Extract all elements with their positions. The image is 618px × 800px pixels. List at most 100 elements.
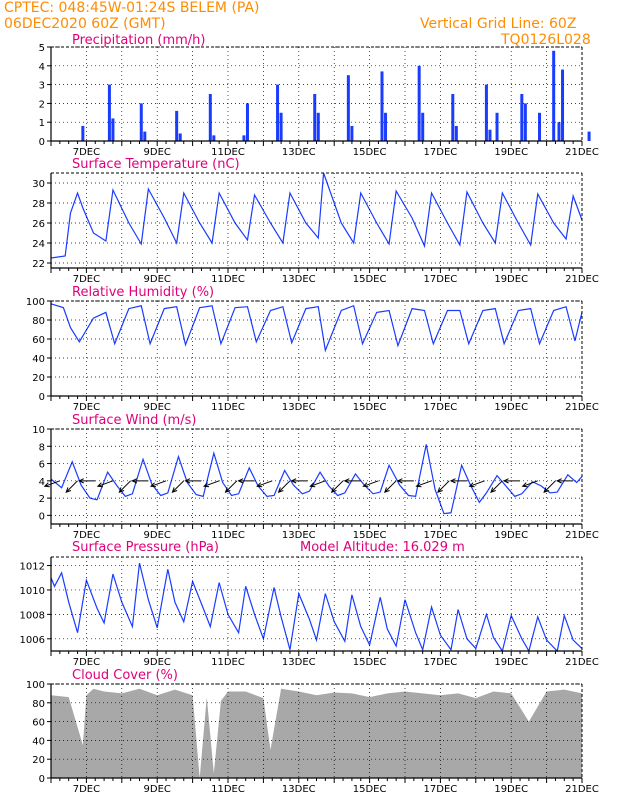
precip-bar xyxy=(279,112,283,141)
wind-arrow xyxy=(172,480,185,493)
rh-ytick-label: 80 xyxy=(32,316,45,327)
precip-bar xyxy=(313,94,317,141)
wind-arrow-head xyxy=(556,478,562,484)
wind-arrow-head xyxy=(131,478,138,484)
temp-line xyxy=(50,172,583,259)
header-code: TQ0126L028 xyxy=(500,32,591,48)
wind-xtick-label: 15DEC xyxy=(353,530,387,541)
wind-arrow-head xyxy=(343,478,350,484)
wind-arrow-head xyxy=(415,482,422,488)
wind-arrow xyxy=(150,480,167,487)
wind-xtick-label: 11DEC xyxy=(211,530,245,541)
wind-arrow xyxy=(278,480,291,493)
header-location: CPTEC: 048:45W-01:24S BELEM (PA) xyxy=(4,0,260,16)
wind-arrow xyxy=(384,480,397,493)
precip-bar xyxy=(538,112,542,141)
wind-arrow-head xyxy=(502,478,509,484)
temp-xtick-label: 19DEC xyxy=(494,274,528,285)
precip-bar xyxy=(212,135,216,141)
wind-arrow-head xyxy=(490,487,496,493)
precip-bar xyxy=(495,112,499,141)
precip-xtick-label: 19DEC xyxy=(494,147,528,158)
precip-bar xyxy=(111,118,115,141)
precip-bar xyxy=(143,131,147,141)
temp-ytick-label: 22 xyxy=(32,259,45,270)
pres-xtick-label: 11DEC xyxy=(211,657,245,668)
temp-xtick-label: 17DEC xyxy=(424,274,458,285)
wind-arrow-head xyxy=(468,482,475,488)
precip-bar xyxy=(484,84,488,141)
precip-bar xyxy=(139,103,143,141)
wind-ytick-label: 2 xyxy=(39,494,45,505)
precip-ytick-label: 3 xyxy=(39,81,45,92)
precip-bar xyxy=(242,135,246,141)
precip-ytick-label: 1 xyxy=(39,118,45,129)
cloud-ytick-label: 40 xyxy=(32,736,45,747)
title-pressure: Surface Pressure (hPa) xyxy=(72,540,219,555)
wind-arrow-head xyxy=(118,487,125,493)
wind-arrow xyxy=(203,480,220,487)
temp-xtick-label: 9DEC xyxy=(144,274,171,285)
wind-arrow xyxy=(437,480,450,493)
precip-ytick-label: 0 xyxy=(39,137,45,148)
cloud-ytick-label: 100 xyxy=(26,680,45,691)
wind-arrow xyxy=(118,480,132,493)
wind-ytick-label: 6 xyxy=(39,460,45,471)
wind-ytick-label: 4 xyxy=(39,477,45,488)
temp-xtick-label: 7DEC xyxy=(73,274,100,285)
cloud-ytick-label: 20 xyxy=(32,755,45,766)
temp-panel: 22 24 26 28 30 7DEC 9DEC 11DEC 13DEC 15DEC 17DEC 19… xyxy=(32,172,599,285)
wind-arrow xyxy=(65,480,78,493)
precip-bar xyxy=(421,112,425,141)
wind-arrow xyxy=(469,480,485,487)
header-date: 06DEC2020 60Z (GMT) xyxy=(4,16,166,32)
wind-arrow-head xyxy=(543,487,550,493)
cloud-panel: 0 20 40 60 80 100 7DEC 9DEC 11DEC 13DEC 15DEC 17DEC… xyxy=(26,680,599,795)
precip-xtick-label: 15DEC xyxy=(353,147,387,158)
wind-arrow xyxy=(522,480,538,487)
wind-arrow xyxy=(416,480,432,487)
precip-ytick-label: 5 xyxy=(39,43,45,54)
wind-arrow-head xyxy=(437,487,443,493)
precip-xtick-label: 9DEC xyxy=(144,147,171,158)
cloud-xtick-label: 17DEC xyxy=(424,784,458,795)
wind-arrow-head xyxy=(65,487,72,493)
wind-arrow-head xyxy=(43,482,50,488)
temp-xtick-label: 15DEC xyxy=(353,274,387,285)
cloud-xtick-label: 19DEC xyxy=(494,784,528,795)
model-altitude: Model Altitude: 16.029 m xyxy=(300,540,465,555)
rh-xtick-label: 21DEC xyxy=(565,402,599,413)
title-humidity: Relative Humidity (%) xyxy=(72,285,214,300)
rh-ytick-label: 100 xyxy=(26,297,45,308)
wind-arrow xyxy=(310,480,326,487)
wind-arrow-head xyxy=(96,482,103,488)
precip-bar xyxy=(81,125,85,141)
cloud-xtick-label: 7DEC xyxy=(73,784,100,795)
rh-xtick-label: 19DEC xyxy=(494,402,528,413)
precip-bar xyxy=(523,103,527,141)
cloud-ytick-label: 80 xyxy=(32,699,45,710)
wind-ytick-label: 0 xyxy=(39,511,45,522)
cloud-xtick-label: 15DEC xyxy=(353,784,387,795)
precip-ytick-label: 2 xyxy=(39,99,45,110)
pres-xtick-label: 17DEC xyxy=(424,657,458,668)
wind-arrow xyxy=(490,480,503,493)
wind-arrow xyxy=(44,480,61,487)
title-precipitation: Precipitation (mm/h) xyxy=(72,33,205,48)
precip-bar xyxy=(316,112,320,141)
wind-xtick-label: 7DEC xyxy=(73,530,100,541)
pres-xtick-label: 15DEC xyxy=(353,657,387,668)
wind-arrow-head xyxy=(277,487,284,493)
precip-panel: 0 1 2 3 4 5 7DEC 9DEC 11DEC 13DEC 15DEC 17DEC 19DEC 2… xyxy=(39,43,599,158)
temp-ytick-label: 28 xyxy=(32,199,45,210)
wind-arrow-head xyxy=(362,482,369,488)
rh-line xyxy=(50,303,583,353)
wind-arrow-head xyxy=(149,482,157,488)
cloud-area xyxy=(51,688,582,778)
wind-arrow-head xyxy=(256,482,263,488)
pres-xtick-label: 19DEC xyxy=(494,657,528,668)
wind-arrow-head xyxy=(237,478,244,484)
precip-xtick-label: 13DEC xyxy=(282,147,316,158)
rh-xtick-label: 7DEC xyxy=(73,402,100,413)
wind-arrow xyxy=(257,480,273,487)
